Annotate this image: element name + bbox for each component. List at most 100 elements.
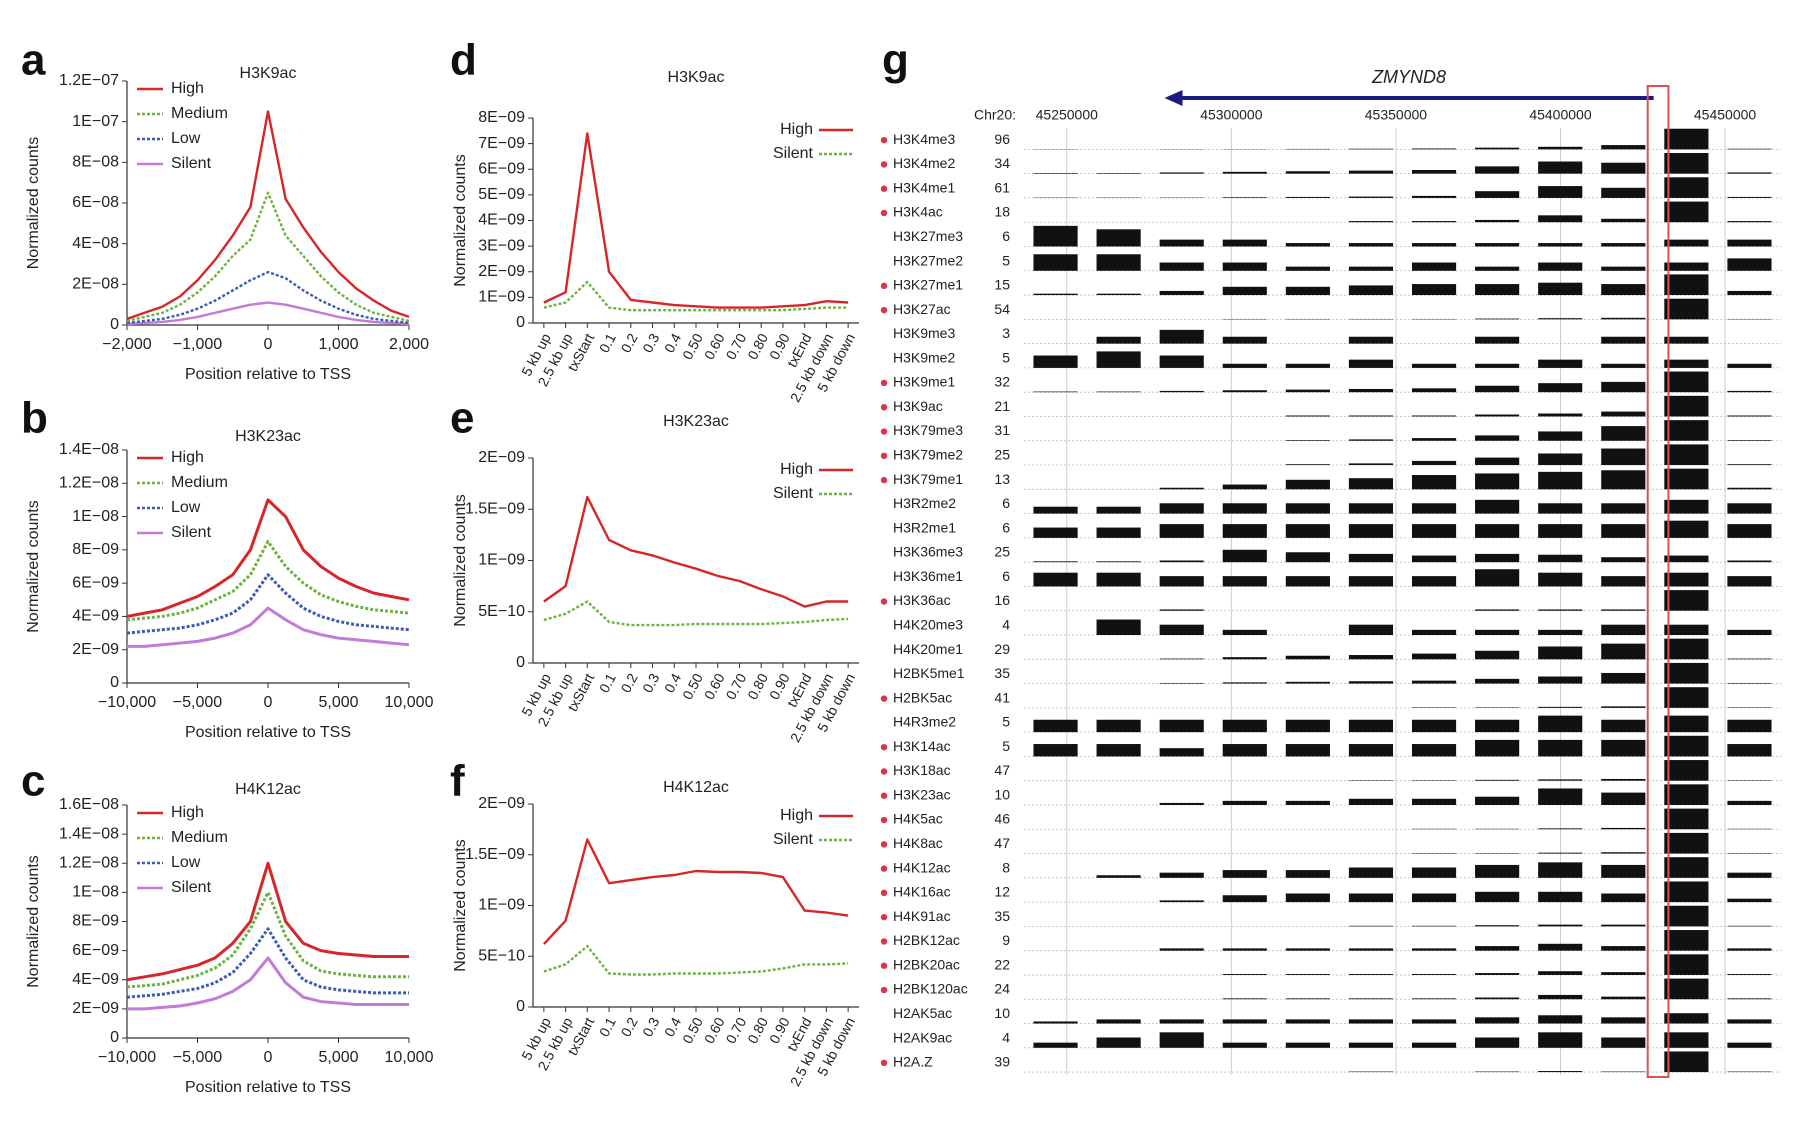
signal-bar [1601,719,1646,733]
y-tick-label: 2E−09 [72,1000,119,1017]
signal-bar [1601,284,1646,296]
signal-bar [1538,572,1583,587]
signal-bar [1601,852,1646,854]
track-name: H3K23ac [893,786,951,802]
track-scale: 29 [994,641,1010,657]
signal-bar [1285,974,1330,975]
signal-bar [1475,1017,1520,1024]
track-name: H2BK5ac [893,689,952,705]
series-line [126,540,410,622]
signal-bar [1285,479,1330,490]
signal-bar [1285,266,1330,271]
series-line [126,573,410,635]
y-tick-label: 2E−08 [72,276,119,293]
x-tick-label: 0.80 [744,1014,771,1046]
signal-bar [1348,719,1394,733]
track-scale: 5 [1002,714,1010,730]
signal-bar [1222,719,1267,733]
signal-bar [1538,646,1583,660]
track-marker [880,476,888,484]
signal-bar [1411,948,1457,951]
signal-bar [1411,974,1457,975]
signal-bar [1159,872,1204,878]
signal-bar [1664,832,1709,854]
signal-bar [1538,609,1583,611]
track-scale: 54 [994,301,1010,317]
track-name: H3K27me3 [893,228,963,244]
x-tick-label: 0.70 [722,1014,749,1046]
x-axis-label: Position relative to TSS [185,724,351,741]
signal-bar [1411,438,1457,441]
legend-label: Low [171,499,201,516]
signal-bar [1411,221,1457,223]
signal-bar [1664,572,1709,587]
signal-bar [1222,800,1267,805]
signal-bar [1538,453,1583,466]
signal-bar [1475,553,1520,563]
x-axis-label: Position relative to TSS [185,366,351,383]
signal-bar [1096,336,1141,344]
signal-bar [1159,390,1204,393]
signal-bar [1222,657,1267,660]
signal-bar [1096,572,1141,587]
signal-bar [1727,707,1772,708]
x-tick-label: 0.80 [744,670,771,702]
signal-bar [1475,779,1520,781]
series-line [126,191,410,323]
signal-bar [1096,1019,1141,1024]
signal-bar [1601,1071,1646,1073]
signal-bar [1601,972,1646,975]
track-name: H3K36me1 [893,568,963,584]
signal-bar [1285,503,1330,514]
signal-bar [1159,719,1204,733]
signal-bar [1348,744,1394,757]
signal-bar [1538,779,1583,781]
legend-label: Silent [171,879,212,896]
signal-bar [1664,359,1709,368]
signal-bar [1411,148,1457,150]
signal-bar [1664,760,1709,781]
signal-bar [1475,191,1520,198]
x-tick-label: 0.50 [679,1014,706,1046]
signal-bar [1348,478,1394,490]
track-marker [880,282,888,290]
track-marker [880,185,888,192]
x-tick-label: 45250000 [1036,107,1099,123]
signal-bar [1348,798,1394,805]
signal-bar [1348,655,1394,660]
series-line [543,838,849,945]
x-tick-label: 5,000 [318,1049,358,1066]
x-tick-label: 0.80 [744,330,771,362]
track-name: H3K27me2 [893,252,963,268]
signal-bar [1664,153,1709,174]
track-scale: 9 [1002,932,1010,948]
signal-bar [1348,681,1394,684]
signal-bar [1096,875,1141,878]
signal-bar [1475,650,1520,660]
signal-bar [1159,682,1204,684]
series-line [127,606,410,648]
track-name: H2BK120ac [893,981,968,997]
track-marker [880,598,888,605]
x-tick-label: 0.3 [639,330,662,355]
y-tick-label: 0 [110,316,119,333]
signal-bar [1538,161,1583,174]
signal-bar [1475,266,1520,271]
signal-bar [1538,146,1583,150]
track-name: H4K12ac [893,859,951,875]
track-marker [880,428,888,435]
legend-label: Low [171,854,201,871]
signal-bar [1538,186,1583,198]
signal-bar [1664,262,1709,271]
signal-bar [1601,524,1646,538]
track-scale: 47 [994,762,1010,778]
signal-bar [1033,1042,1078,1048]
x-tick-label: 0 [264,694,273,711]
signal-bar [1538,828,1583,830]
line-panel: e H3K23ac Normalized counts 0 5E−10 1E−09 1.5E… [450,394,859,745]
x-tick-label: 0 [264,1049,273,1066]
y-tick-label: 0 [516,998,525,1015]
signal-bar [1411,707,1457,708]
series-line [126,301,410,326]
track-marker [880,938,888,945]
